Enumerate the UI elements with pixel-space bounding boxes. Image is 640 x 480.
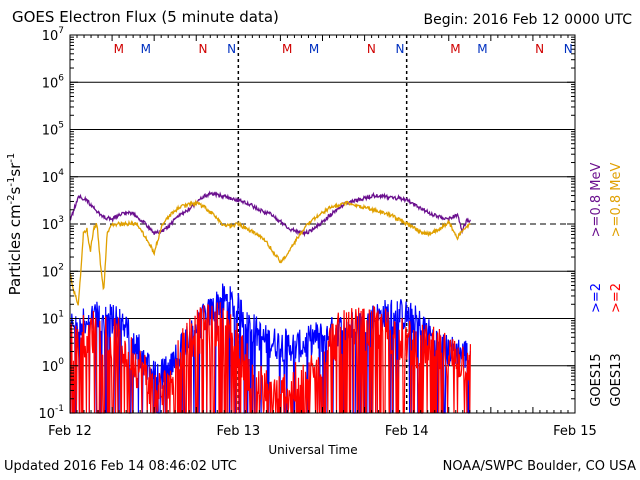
plot-frame	[69, 34, 576, 414]
x-tick-label: Feb 15	[553, 424, 597, 439]
credit-label: NOAA/SWPC Boulder, CO USA	[442, 459, 636, 474]
x-tick-label: Feb 12	[48, 424, 92, 439]
chart-title: GOES Electron Flux (5 minute data)	[12, 8, 279, 26]
y-tick-label: 103	[42, 215, 64, 233]
legend-goes15: GOES15	[589, 353, 604, 406]
begin-label: Begin: 2016 Feb 12 0000 UTC	[423, 12, 632, 28]
marker-label: M	[309, 42, 319, 56]
marker-label: M	[141, 42, 151, 56]
marker-label: N	[367, 42, 376, 56]
series-line	[70, 283, 471, 414]
legend-goes15-08: >=0.8 MeV	[589, 163, 604, 238]
series-line	[69, 190, 471, 238]
legend-goes15-2: >=2	[589, 283, 604, 313]
marker-label: N	[227, 42, 236, 56]
x-tick-label: Feb 13	[216, 424, 260, 439]
marker-label: N	[564, 42, 573, 56]
legend-goes13: GOES13	[609, 353, 624, 406]
y-tick-label: 102	[42, 262, 64, 280]
marker-label: M	[477, 42, 487, 56]
legend-goes13-08: >=0.8 MeV	[609, 163, 624, 238]
y-tick-label: 107	[42, 26, 64, 44]
y-tick-label: 105	[42, 121, 64, 139]
marker-label: N	[535, 42, 544, 56]
marker-label: N	[198, 42, 207, 56]
y-tick-label: 104	[42, 168, 65, 186]
marker-label: M	[114, 42, 124, 56]
y-tick-label: 10-1	[38, 404, 64, 422]
legend-goes13-2: >=2	[609, 283, 624, 313]
series-line	[69, 199, 471, 306]
marker-label: M	[450, 42, 460, 56]
y-axis-label: Particles cm-2s-1sr-1	[6, 153, 24, 296]
y-tick-label: 106	[42, 73, 65, 91]
x-tick-label: Feb 14	[385, 424, 429, 439]
marker-label: N	[395, 42, 404, 56]
marker-label: M	[282, 42, 292, 56]
y-tick-label: 101	[42, 310, 64, 328]
updated-label: Updated 2016 Feb 14 08:46:02 UTC	[4, 459, 237, 474]
y-tick-label: 100	[42, 357, 65, 375]
x-axis-label: Universal Time	[268, 443, 357, 457]
